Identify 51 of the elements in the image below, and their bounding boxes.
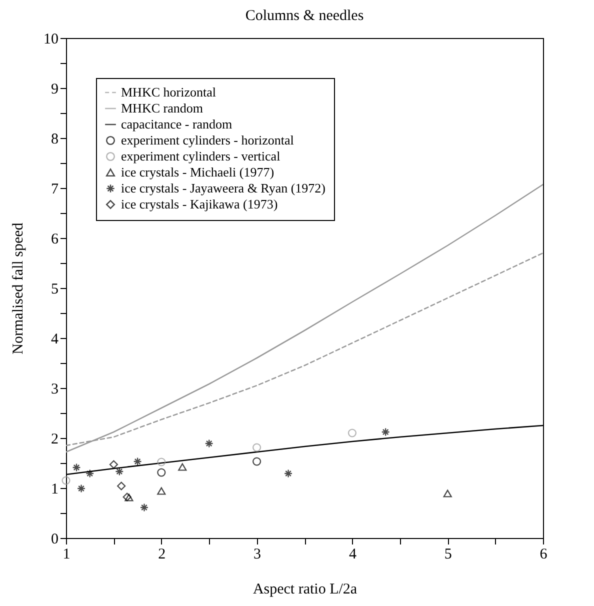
point — [252, 457, 262, 466]
point — [115, 467, 124, 476]
y-tick-label: 9 — [51, 82, 58, 98]
y-tick-label: 5 — [51, 282, 58, 298]
y-tick-label: 0 — [51, 532, 58, 548]
x-tick-label: 3 — [254, 546, 262, 562]
legend-label: experiment cylinders - horizontal — [121, 132, 294, 148]
legend-label: ice crystals - Jayaweera & Ryan (1972) — [121, 180, 326, 196]
point — [72, 463, 81, 472]
x-axis-title: Aspect ratio L/2a — [252, 582, 358, 598]
point — [443, 490, 452, 498]
legend-label: MHKC horizontal — [121, 84, 216, 100]
point — [252, 443, 262, 452]
y-tick-label: 6 — [51, 232, 59, 248]
point — [157, 487, 166, 495]
y-tick-label: 3 — [51, 382, 58, 398]
point — [117, 482, 126, 490]
point — [284, 469, 293, 478]
x-tick-label: 6 — [540, 546, 548, 562]
legend-label: ice crystals - Kajikawa (1973) — [121, 196, 278, 212]
point — [86, 469, 94, 478]
line-series — [66, 184, 543, 453]
point — [140, 503, 149, 512]
point — [122, 492, 132, 502]
x-tick-label: 1 — [62, 546, 70, 562]
legend-label: ice crystals - Michaeli (1977) — [121, 164, 274, 180]
point — [157, 458, 166, 466]
point — [178, 463, 187, 471]
legend-label: experiment cylinders - vertical — [121, 148, 281, 164]
x-tick-label: 5 — [444, 546, 452, 562]
legend-label: MHKC random — [121, 100, 203, 116]
point — [124, 494, 134, 502]
chart-title: Columns & needles — [245, 8, 364, 24]
point — [348, 428, 357, 438]
point — [133, 457, 142, 466]
x-tick-label: 2 — [158, 546, 166, 562]
y-tick-label: 10 — [44, 32, 58, 48]
y-tick-label: 1 — [51, 482, 58, 498]
y-tick-label: 2 — [51, 432, 58, 448]
point — [109, 460, 118, 469]
y-axis-title: Normalised fall speed — [10, 222, 26, 354]
point — [76, 484, 86, 493]
point — [62, 476, 70, 485]
legend-label: capacitance - random — [121, 116, 232, 132]
point — [157, 468, 166, 477]
y-tick-label: 4 — [51, 332, 59, 348]
y-tick-label: 7 — [51, 182, 59, 198]
point — [204, 439, 214, 448]
point — [381, 428, 390, 436]
x-tick-label: 4 — [348, 546, 357, 562]
y-tick-label: 8 — [51, 132, 58, 148]
